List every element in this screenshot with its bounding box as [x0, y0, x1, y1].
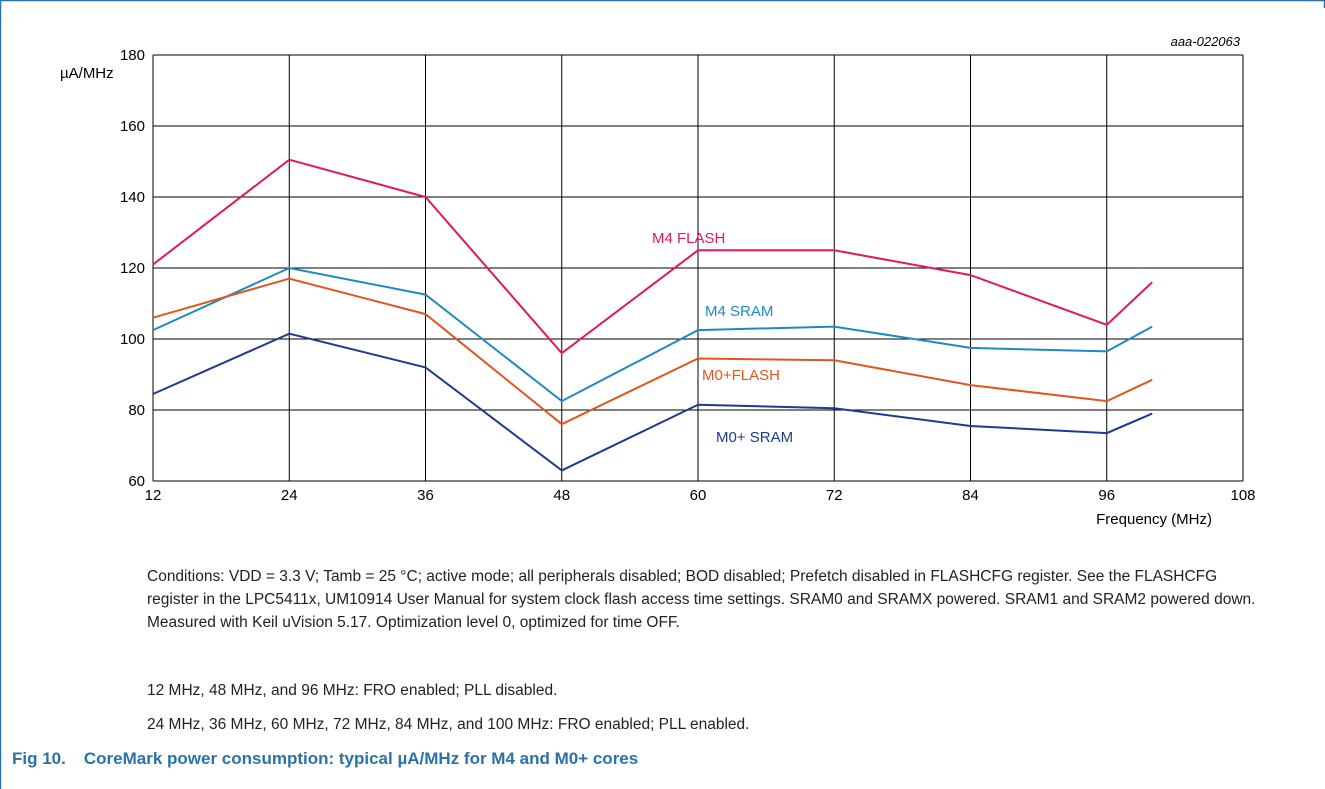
- grid-lines: [152, 54, 1244, 482]
- x-tick-label: 48: [553, 487, 570, 504]
- document-id: aaa-022063: [1171, 34, 1241, 49]
- series-line: [152, 277, 1153, 426]
- y-tick-label: 140: [120, 189, 145, 206]
- x-tick-label: 72: [826, 487, 843, 504]
- x-axis-label: Frequency (MHz): [1096, 511, 1212, 528]
- x-tick-label: 60: [690, 487, 707, 504]
- y-tick-label: 100: [120, 331, 145, 348]
- series-line: [152, 332, 1153, 472]
- series-lines: M4 FLASH M4 SRAM M0+FLASH M0+ SRAM: [152, 158, 1153, 472]
- series-label: M0+ SRAM: [716, 429, 793, 446]
- fro-pll-disabled-note: 12 MHz, 48 MHz, and 96 MHz: FRO enabled;…: [147, 682, 558, 699]
- series-label: M4 FLASH: [652, 230, 725, 247]
- series-line: [152, 266, 1153, 403]
- y-tick-label: 160: [120, 118, 145, 135]
- x-tick-label: 24: [281, 487, 298, 504]
- chart-plot: M4 FLASH M4 SRAM M0+FLASH M0+ SRAM 12 24 36 48…: [60, 34, 1256, 528]
- x-tick-label: 96: [1098, 487, 1115, 504]
- series-label: M4 SRAM: [705, 303, 773, 320]
- y-axis-label: µA/MHz: [60, 65, 114, 82]
- series-line: [152, 158, 1153, 355]
- x-tick-label: 84: [962, 487, 979, 504]
- y-tick-label: 180: [120, 47, 145, 64]
- x-tick-label: 36: [417, 487, 434, 504]
- y-tick-label: 120: [120, 260, 145, 277]
- figure-title: CoreMark power consumption: typical µA/M…: [83, 749, 639, 768]
- figure-caption: Fig 10. CoreMark power consumption: typic…: [12, 749, 656, 769]
- fro-pll-enabled-note: 24 MHz, 36 MHz, 60 MHz, 72 MHz, 84 MHz, …: [147, 716, 750, 733]
- conditions-note: Conditions: VDD = 3.3 V; Tamb = 25 °C; a…: [147, 568, 1256, 631]
- y-tick-label: 80: [128, 402, 145, 419]
- series-label: M0+FLASH: [702, 367, 780, 384]
- x-tick-label: 12: [145, 487, 162, 504]
- x-tick-label: 108: [1230, 487, 1255, 504]
- tick-labels: 12 24 36 48 60 72 84 96 108 60 80 100 120 140 160 180: [120, 47, 1256, 504]
- y-tick-label: 60: [128, 473, 145, 490]
- figure-number: Fig 10.: [12, 749, 66, 768]
